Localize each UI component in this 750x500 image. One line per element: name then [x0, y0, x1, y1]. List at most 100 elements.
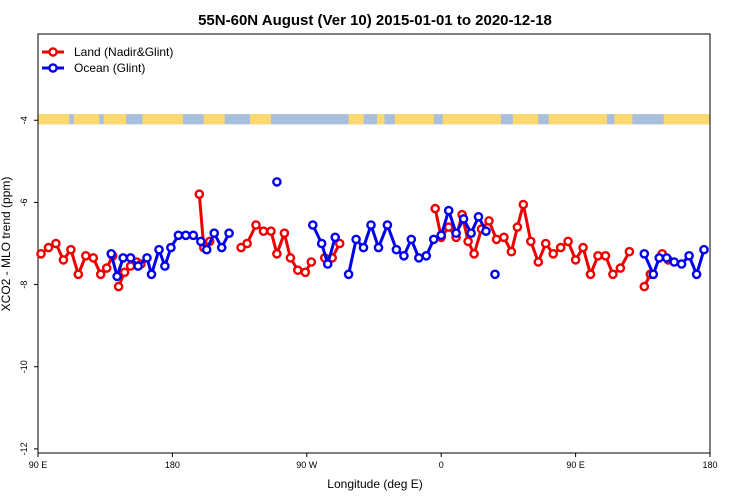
data-point [512, 222, 523, 232]
data-point [51, 238, 61, 249]
y-axis-label: XCO2 - MLO trend (ppm) [0, 177, 13, 312]
data-point [81, 250, 91, 261]
series-line [311, 224, 337, 266]
y-tick-label: -12 [19, 442, 29, 455]
data-point [188, 230, 199, 241]
series-line [433, 203, 631, 276]
data-point [518, 199, 529, 210]
data-point [251, 220, 261, 230]
data-point [66, 244, 76, 255]
data-point [699, 244, 709, 255]
data-point [133, 261, 143, 271]
data-point [142, 253, 152, 263]
data-point [113, 281, 124, 292]
data-point [180, 230, 191, 241]
data-point [669, 257, 680, 267]
data-point [272, 248, 282, 259]
data-point [366, 220, 376, 230]
data-point [195, 236, 206, 247]
data-point [540, 238, 551, 249]
data-point [608, 269, 618, 280]
data-point [112, 271, 122, 282]
data-point [491, 234, 502, 245]
legend: Land (Nadir&Glint) Ocean (Glint) [42, 45, 173, 75]
band-land [394, 114, 434, 125]
series-layer [36, 177, 709, 292]
data-point [473, 211, 484, 222]
band-land [548, 114, 607, 125]
band-land [250, 114, 271, 125]
data-point [300, 267, 311, 278]
data-point [36, 248, 46, 259]
data-point [466, 228, 476, 238]
band-land [663, 114, 710, 125]
data-point [58, 255, 69, 265]
x-tick-label: 90 E [29, 460, 48, 470]
data-point [351, 234, 361, 245]
data-point [160, 261, 170, 271]
data-point [166, 242, 176, 253]
data-point [292, 265, 303, 276]
data-point [469, 248, 479, 259]
data-point [593, 250, 603, 261]
data-point [279, 228, 290, 238]
data-point [548, 248, 559, 259]
data-point [334, 238, 345, 249]
legend-land-marker [48, 47, 58, 57]
data-point [95, 269, 106, 280]
data-point [106, 248, 116, 259]
data-point [209, 228, 219, 238]
x-tick-label: 180 [702, 460, 717, 470]
data-point [258, 226, 269, 236]
band-land [442, 114, 501, 125]
data-point [272, 177, 282, 187]
data-point [307, 220, 318, 230]
x-axis-label: Longitude (deg E) [327, 477, 422, 491]
data-point [526, 236, 536, 247]
data-point [382, 220, 393, 230]
x-tick-label: 180 [165, 460, 180, 470]
data-point [555, 242, 566, 253]
legend-ocean-marker [48, 63, 58, 73]
x-tick-label: 90 W [296, 460, 318, 470]
data-point [563, 236, 573, 247]
legend-land-label: Land (Nadir&Glint) [74, 45, 173, 59]
data-point [654, 253, 665, 263]
data-point [406, 234, 417, 245]
data-point [88, 253, 99, 263]
data-point [73, 269, 84, 280]
data-point [585, 269, 596, 280]
data-point [490, 269, 500, 280]
data-point [430, 203, 441, 214]
data-point [154, 244, 164, 255]
x-axis: 90 E 180 90 W 0 90 E 180 [29, 453, 718, 470]
data-point [224, 228, 234, 238]
data-point [578, 242, 588, 253]
band-land [348, 114, 364, 125]
data-point [125, 253, 136, 263]
data-point [306, 257, 317, 267]
land-ocean-band [38, 114, 710, 125]
band-land [103, 114, 127, 125]
band-land [203, 114, 225, 125]
data-point [358, 242, 369, 253]
band-ocean [38, 114, 710, 125]
y-tick-label: -10 [19, 360, 29, 373]
data-point [146, 269, 157, 280]
data-point [481, 226, 491, 236]
y-tick-label: -4 [19, 116, 29, 124]
data-point [101, 263, 112, 273]
data-point [373, 242, 384, 253]
data-point [322, 259, 333, 269]
data-point [43, 242, 54, 253]
data-point [648, 269, 659, 280]
data-point [399, 250, 409, 261]
data-point [533, 257, 544, 267]
legend-ocean-label: Ocean (Glint) [74, 61, 145, 75]
plot-frame [37, 33, 711, 454]
data-point [615, 263, 626, 273]
data-point [458, 214, 469, 224]
data-point [676, 259, 687, 269]
data-point [499, 232, 509, 243]
